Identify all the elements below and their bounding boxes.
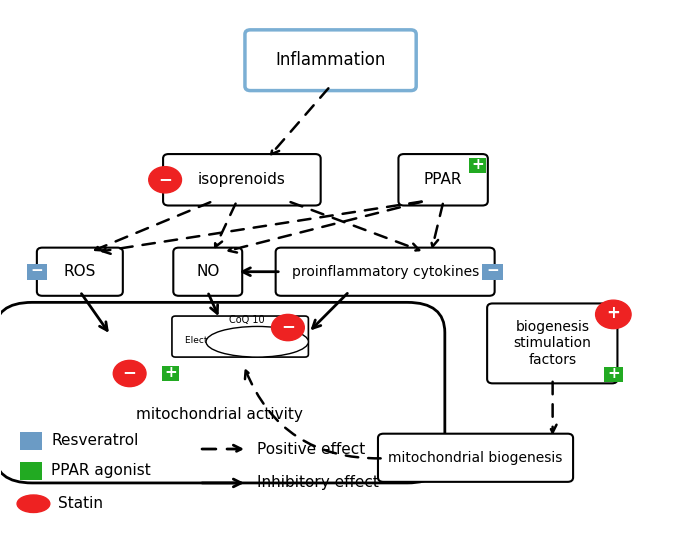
Text: biogenesis
stimulation
factors: biogenesis stimulation factors (513, 320, 591, 367)
Circle shape (149, 167, 182, 193)
Text: Resveratrol: Resveratrol (51, 433, 138, 448)
Ellipse shape (17, 495, 50, 513)
FancyBboxPatch shape (469, 158, 486, 173)
FancyBboxPatch shape (173, 248, 242, 296)
Text: +: + (606, 304, 621, 322)
Text: −: − (281, 317, 295, 336)
Ellipse shape (206, 327, 308, 357)
FancyBboxPatch shape (162, 366, 179, 381)
FancyBboxPatch shape (399, 154, 488, 206)
Text: mitochondrial biogenesis: mitochondrial biogenesis (388, 451, 562, 465)
Text: +: + (164, 365, 177, 380)
Text: −: − (158, 170, 172, 188)
FancyBboxPatch shape (245, 30, 416, 91)
Text: NO: NO (196, 264, 219, 279)
Text: isoprenoids: isoprenoids (198, 172, 286, 188)
FancyBboxPatch shape (27, 263, 47, 280)
FancyBboxPatch shape (20, 432, 42, 449)
Text: Electron transport chain: Electron transport chain (186, 337, 295, 345)
FancyBboxPatch shape (482, 263, 503, 280)
Text: Inhibitory effect: Inhibitory effect (258, 475, 379, 491)
Text: Inflammation: Inflammation (275, 51, 386, 69)
Text: Positive effect: Positive effect (258, 442, 366, 456)
FancyBboxPatch shape (487, 304, 617, 383)
FancyBboxPatch shape (163, 154, 321, 206)
Text: PPAR agonist: PPAR agonist (51, 464, 151, 478)
Text: proinflammatory cytokines: proinflammatory cytokines (292, 265, 479, 279)
Text: PPAR: PPAR (424, 172, 462, 188)
Text: −: − (31, 263, 43, 278)
Text: ROS: ROS (64, 264, 96, 279)
FancyBboxPatch shape (0, 302, 445, 483)
FancyBboxPatch shape (20, 462, 42, 480)
Text: mitochondrial activity: mitochondrial activity (136, 407, 303, 422)
FancyBboxPatch shape (172, 316, 308, 357)
Text: +: + (607, 366, 620, 381)
Circle shape (113, 360, 146, 387)
Text: −: − (123, 364, 136, 381)
FancyBboxPatch shape (37, 248, 123, 296)
Circle shape (271, 315, 304, 340)
Text: CoQ 10: CoQ 10 (229, 315, 265, 325)
Text: −: − (486, 263, 499, 278)
Text: Statin: Statin (58, 496, 103, 512)
FancyBboxPatch shape (275, 248, 495, 296)
FancyBboxPatch shape (603, 367, 623, 382)
Text: +: + (471, 157, 484, 172)
FancyBboxPatch shape (378, 434, 573, 482)
Circle shape (595, 300, 631, 329)
